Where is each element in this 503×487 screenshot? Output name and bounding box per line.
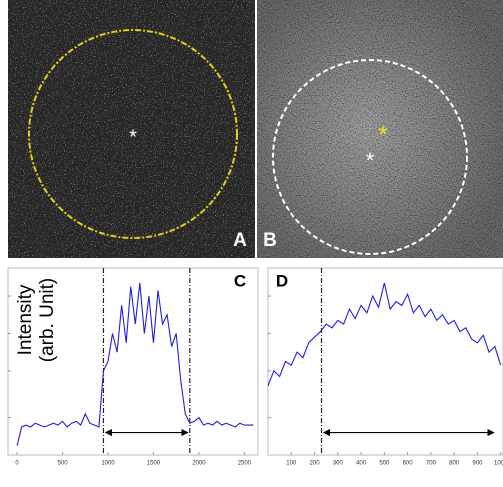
x-tick-label: 1000 — [101, 461, 115, 467]
y-axis-label-line: Intensity — [15, 284, 36, 355]
x-tick-label: 400 — [356, 461, 367, 467]
x-tick-label: 600 — [403, 461, 414, 467]
image-a-noise — [8, 0, 255, 258]
x-tick-label: 2500 — [238, 461, 252, 467]
y-axis-label: Intensity (arb. Unit) — [15, 278, 58, 362]
x-tick-label: 800 — [449, 461, 460, 467]
center-star: * — [129, 126, 137, 148]
x-tick-label: 500 — [379, 461, 390, 467]
circle-a — [28, 29, 238, 239]
x-tick-label: 700 — [426, 461, 437, 467]
panel-label: C — [234, 271, 246, 290]
data-line — [16, 282, 254, 446]
star-white: * — [366, 148, 375, 173]
y-axis-label-line: (arb. Unit) — [37, 278, 58, 362]
x-tick-label: 900 — [472, 461, 483, 467]
x-tick-label: 500 — [58, 461, 69, 467]
x-tick-label: 1500 — [147, 461, 161, 467]
panel-label: B — [263, 230, 277, 251]
panel-label: A — [233, 230, 247, 251]
star-yellow: * — [378, 121, 387, 148]
circle-b — [272, 59, 468, 255]
data-line — [267, 282, 502, 387]
panel-label: D — [276, 271, 288, 290]
x-tick-label: 100 — [286, 461, 297, 467]
x-tick-label: 1000 — [494, 461, 503, 467]
x-tick-label: 200 — [310, 461, 321, 467]
x-tick-label: 2000 — [192, 461, 206, 467]
plot-frame — [267, 267, 503, 456]
plot-frame — [7, 267, 259, 456]
x-tick-label: 300 — [333, 461, 344, 467]
x-tick-label: 0 — [15, 461, 19, 467]
